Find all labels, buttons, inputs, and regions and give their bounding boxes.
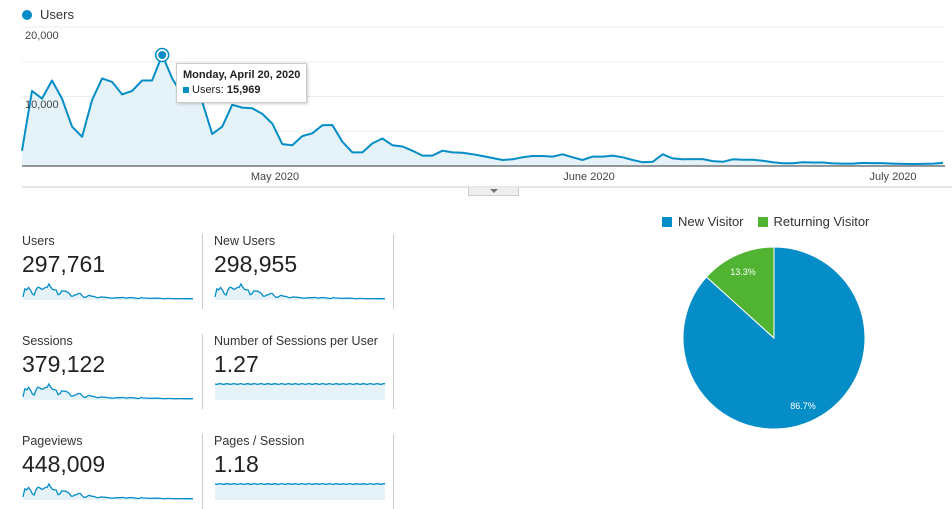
metric-number-of-sessions-per-user[interactable]: Number of Sessions per User 1.27 — [214, 334, 389, 409]
users-line — [21, 54, 944, 165]
metric-value: 448,009 — [22, 451, 106, 477]
metric-value: 298,955 — [214, 251, 298, 277]
divider — [393, 434, 394, 509]
sparkline-line — [22, 482, 194, 500]
chevron-down-icon — [489, 189, 498, 193]
legend-returning-visitor[interactable]: Returning Visitor — [773, 214, 870, 229]
metric-label: Pageviews — [22, 434, 83, 448]
y-tick-10000: 10,000 — [25, 99, 59, 111]
sparkline — [22, 482, 194, 500]
sparkline — [214, 382, 385, 400]
metric-value: 297,761 — [22, 251, 106, 277]
x-tick-july: July 2020 — [869, 171, 917, 183]
metric-sessions[interactable]: Sessions 379,122 — [22, 334, 197, 409]
divider — [393, 334, 394, 409]
tooltip-value: 15,969 — [226, 84, 261, 96]
metric-value: 1.27 — [214, 351, 259, 377]
sparkline-line — [214, 382, 385, 386]
users-area — [22, 55, 943, 166]
metric-label: Pages / Session — [214, 434, 305, 448]
highlight-point — [158, 51, 167, 60]
metric-users[interactable]: Users 297,761 — [22, 234, 197, 309]
tooltip-metric: Users: — [192, 84, 224, 96]
pie-slice-new-visitor — [682, 246, 866, 430]
sparkline-area — [215, 483, 385, 500]
series-square-icon — [183, 87, 189, 94]
y-tick-20000: 20,000 — [25, 30, 59, 42]
sparkline-area — [215, 284, 385, 300]
metric-value: 379,122 — [22, 351, 106, 377]
divider — [202, 234, 203, 309]
sparkline — [22, 282, 194, 300]
legend-new-visitor[interactable]: New Visitor — [678, 214, 744, 229]
metric-pageviews[interactable]: Pageviews 448,009 — [22, 434, 197, 509]
sparkline — [22, 382, 194, 400]
metric-label: Users — [22, 234, 55, 248]
divider — [202, 434, 203, 509]
sparkline-line — [214, 282, 386, 300]
tooltip-date: Monday, April 20, 2020 — [183, 69, 301, 81]
new-visitor-swatch-icon — [662, 216, 672, 227]
metric-label: Sessions — [22, 334, 73, 348]
metric-value: 1.18 — [214, 451, 259, 477]
sparkline-area — [215, 383, 385, 400]
users-line-chart[interactable] — [0, 0, 952, 200]
pie-legend: New Visitor Returning Visitor — [662, 214, 869, 229]
metric-new-users[interactable]: New Users 298,955 — [214, 234, 389, 309]
divider — [393, 234, 394, 309]
returning-visitor-swatch-icon — [757, 216, 768, 227]
users-legend-dot-icon — [22, 9, 32, 20]
sparkline-area — [23, 284, 193, 300]
metric-pages-session[interactable]: Pages / Session 1.18 — [214, 434, 389, 509]
sparkline-line — [22, 382, 194, 400]
chart-legend: Users — [22, 7, 74, 22]
sparkline-line — [214, 482, 385, 486]
sparkline-area — [23, 384, 193, 400]
chart-resize-handle[interactable] — [468, 187, 519, 196]
metric-label: Number of Sessions per User — [214, 334, 378, 348]
sparkline — [214, 482, 385, 500]
metric-label: New Users — [214, 234, 276, 248]
pie-slice-returning-visitor — [705, 246, 775, 340]
x-tick-june: June 2020 — [563, 171, 615, 183]
divider — [202, 334, 203, 409]
sparkline — [214, 282, 386, 300]
pie-label-returning: 13.3% — [730, 267, 756, 277]
pie-label-new: 86.7% — [790, 401, 816, 411]
sparkline-line — [22, 282, 194, 300]
chart-tooltip: Monday, April 20, 2020 Users: 15,969 — [176, 63, 308, 103]
legend-users: Users — [40, 7, 74, 22]
x-tick-may: May 2020 — [250, 171, 300, 183]
sparkline-area — [23, 484, 193, 500]
